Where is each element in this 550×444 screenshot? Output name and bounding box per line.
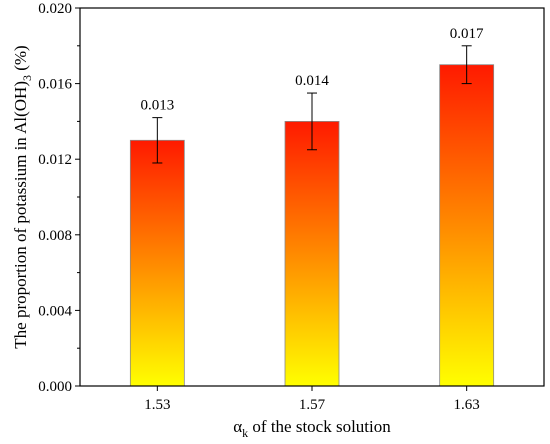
plot-area: 0.013 1.53 0.014 1.57 0.017 1.63 0.000 0.004 0.0… — [38, 1, 545, 413]
x-axis-label-rest: of the stock solution — [248, 417, 391, 436]
y-tick-label: 0.008 — [38, 228, 72, 244]
y-tick-label: 0.012 — [38, 152, 72, 168]
x-axis-label: αk of the stock solution — [233, 417, 391, 440]
x-axis-label-main: α — [233, 417, 242, 436]
x-axis-label-sub: k — [242, 426, 248, 440]
x-tick-label-1.63: 1.63 — [454, 397, 480, 413]
y-tick-label: 0.004 — [38, 303, 72, 319]
y-axis-label: The proportion of potassium in Al(OH)3 (… — [11, 45, 34, 348]
bar-1.53 — [129, 139, 185, 387]
y-axis-label-main: The proportion of potassium in Al(OH) — [11, 81, 30, 349]
y-axis-label-sub: 3 — [20, 75, 34, 81]
data-label-1.53: 0.013 — [140, 98, 174, 114]
y-tick-label: 0.016 — [38, 77, 72, 93]
y-axis-label-rest: (%) — [11, 45, 30, 75]
y-tick-label: 0.020 — [38, 1, 72, 17]
data-label-1.57: 0.014 — [295, 73, 329, 89]
x-tick-label-1.53: 1.53 — [144, 397, 170, 413]
y-tick-label: 0.000 — [38, 379, 72, 395]
data-label-1.63: 0.017 — [450, 26, 484, 42]
plot-frame — [79, 7, 545, 387]
bar-1.57 — [284, 121, 340, 387]
bar-1.63 — [439, 64, 495, 387]
x-tick-label-1.57: 1.57 — [299, 397, 326, 413]
